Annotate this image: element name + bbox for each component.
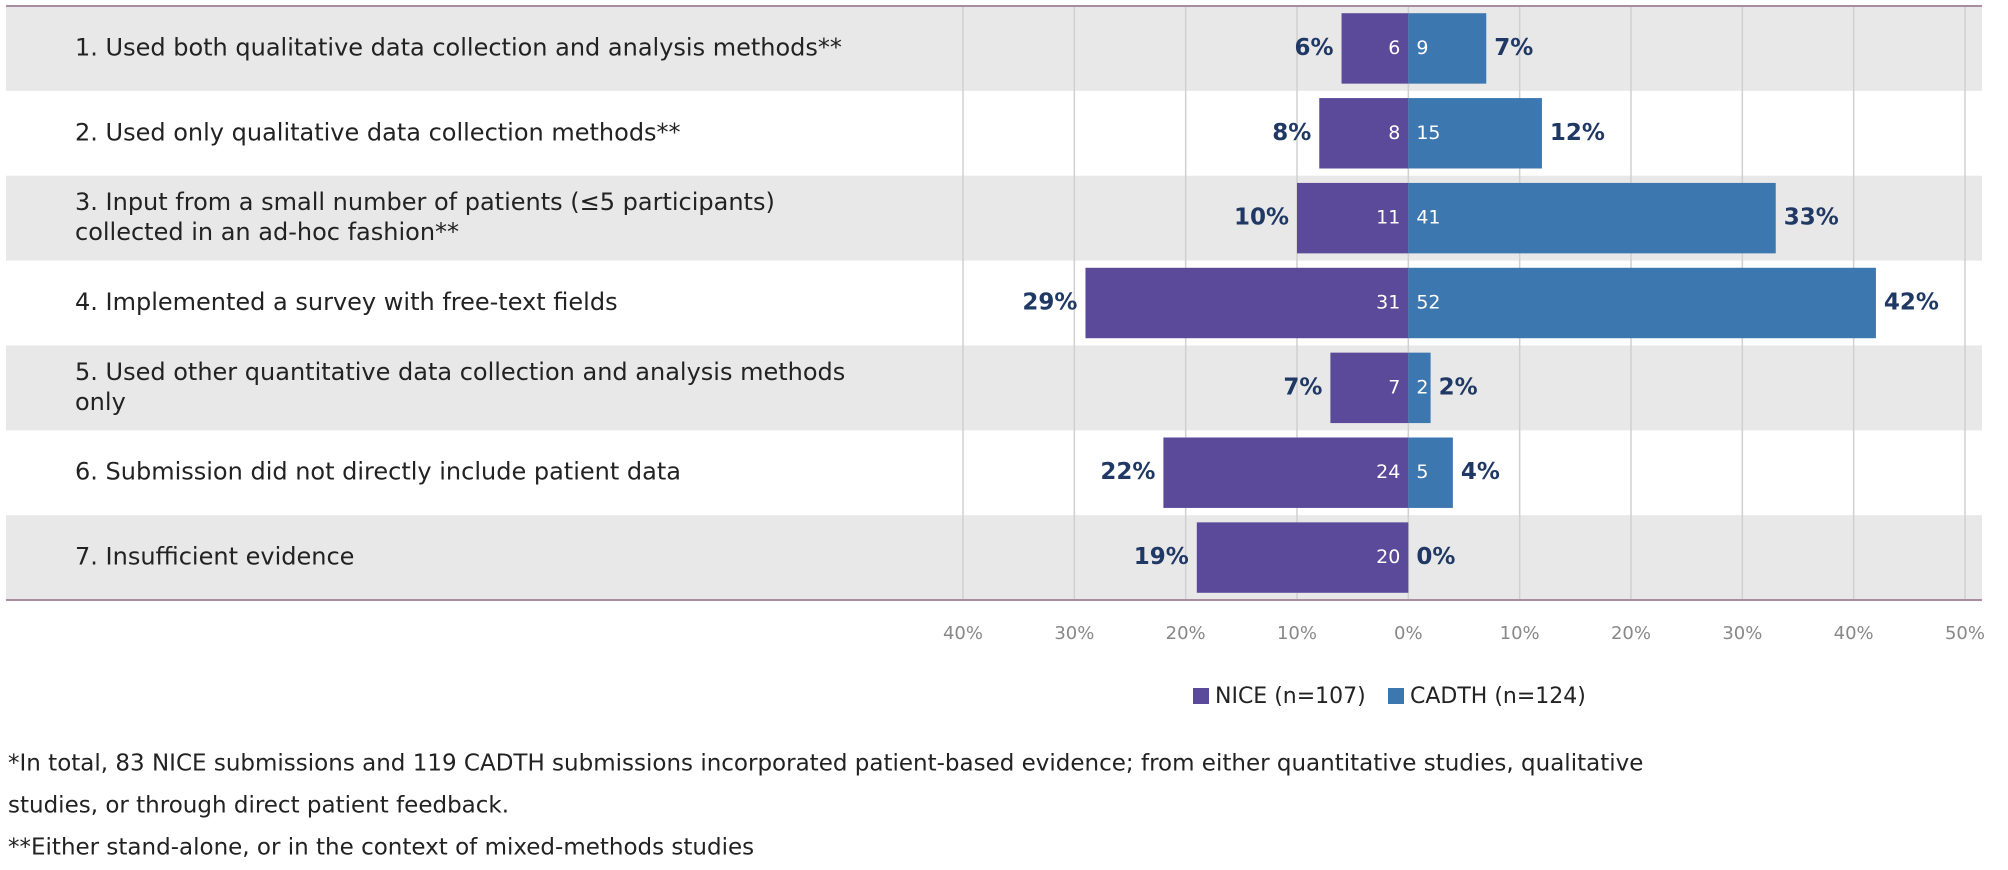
value-label: 33%: [1784, 205, 1839, 231]
category-label: 4. Implemented a survey with free-text f…: [75, 288, 618, 316]
bar: [1196, 522, 1409, 593]
x-tick-label: 10%: [1500, 623, 1540, 644]
row-band: [6, 515, 1982, 600]
category-label: 5. Used other quantitative data collecti…: [75, 358, 845, 416]
x-tick-label: 10%: [1277, 623, 1317, 644]
value-label: 6%: [1294, 35, 1333, 61]
value-label: 29%: [1022, 290, 1077, 316]
bar: [1408, 182, 1776, 254]
row-band: [6, 345, 1982, 431]
value-label: 7%: [1283, 374, 1322, 400]
category-label: 2. Used only qualitative data collection…: [75, 118, 681, 146]
x-tick-label: 40%: [943, 623, 983, 644]
value-label: 4%: [1461, 459, 1500, 485]
legend-swatch: [1388, 688, 1404, 704]
count-label: 31: [1376, 292, 1400, 314]
count-label: 6: [1388, 37, 1400, 59]
legend-label: NICE (n=107): [1215, 684, 1366, 709]
count-label: 52: [1416, 292, 1440, 314]
footnote: **Either stand-alone, or in the context …: [8, 835, 754, 861]
bar: [1297, 182, 1409, 254]
legend-swatch: [1193, 688, 1209, 704]
value-label: 19%: [1134, 544, 1189, 570]
value-label: 22%: [1100, 459, 1155, 485]
count-label: 7: [1388, 376, 1400, 398]
category-label: 1. Used both qualitative data collection…: [75, 33, 842, 61]
category-label: 6. Submission did not directly include p…: [75, 458, 681, 486]
footnote: *In total, 83 NICE submissions and 119 C…: [8, 751, 1643, 777]
bar: [1163, 437, 1409, 508]
count-label: 11: [1376, 207, 1400, 229]
bar: [1408, 13, 1487, 84]
count-label: 20: [1376, 546, 1400, 568]
legend-label: CADTH (n=124): [1410, 684, 1586, 709]
value-label: 2%: [1439, 374, 1478, 400]
bar: [1330, 352, 1409, 424]
value-label: 42%: [1884, 290, 1939, 316]
bar: [1319, 98, 1409, 169]
bar: [1408, 352, 1431, 424]
category-label: 3. Input from a small number of patients…: [75, 188, 775, 246]
footnote: studies, or through direct patient feedb…: [8, 793, 509, 819]
x-tick-label: 50%: [1945, 623, 1985, 644]
count-label: 9: [1416, 37, 1428, 59]
bar: [1408, 267, 1876, 339]
bar: [1408, 98, 1542, 169]
count-label: 5: [1416, 461, 1428, 483]
count-label: 8: [1388, 122, 1400, 144]
x-tick-label: 40%: [1834, 623, 1874, 644]
bar: [1408, 437, 1453, 508]
row-band: [6, 6, 1982, 91]
x-tick-label: 0%: [1394, 623, 1423, 644]
x-tick-label: 20%: [1166, 623, 1206, 644]
bar: [1341, 13, 1409, 84]
value-label: 12%: [1550, 120, 1605, 146]
value-label: 7%: [1494, 35, 1533, 61]
value-label: 10%: [1234, 205, 1289, 231]
x-tick-label: 30%: [1722, 623, 1762, 644]
count-label: 2: [1416, 376, 1428, 398]
category-label: 7. Insufficient evidence: [75, 543, 354, 571]
count-label: 24: [1376, 461, 1400, 483]
count-label: 15: [1416, 122, 1440, 144]
x-tick-label: 20%: [1611, 623, 1651, 644]
x-tick-label: 30%: [1054, 623, 1094, 644]
value-label: 0%: [1416, 544, 1455, 570]
count-label: 41: [1416, 207, 1440, 229]
value-label: 8%: [1272, 120, 1311, 146]
bar: [1085, 267, 1409, 339]
